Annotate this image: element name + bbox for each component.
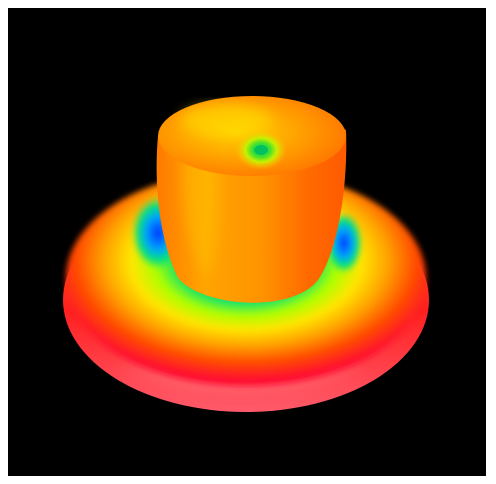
3d-surface-plot <box>63 96 429 412</box>
top-cap-highlight <box>180 104 272 136</box>
plot-panel <box>8 8 486 476</box>
column-light <box>182 158 220 278</box>
top-dimple-core <box>254 145 268 155</box>
